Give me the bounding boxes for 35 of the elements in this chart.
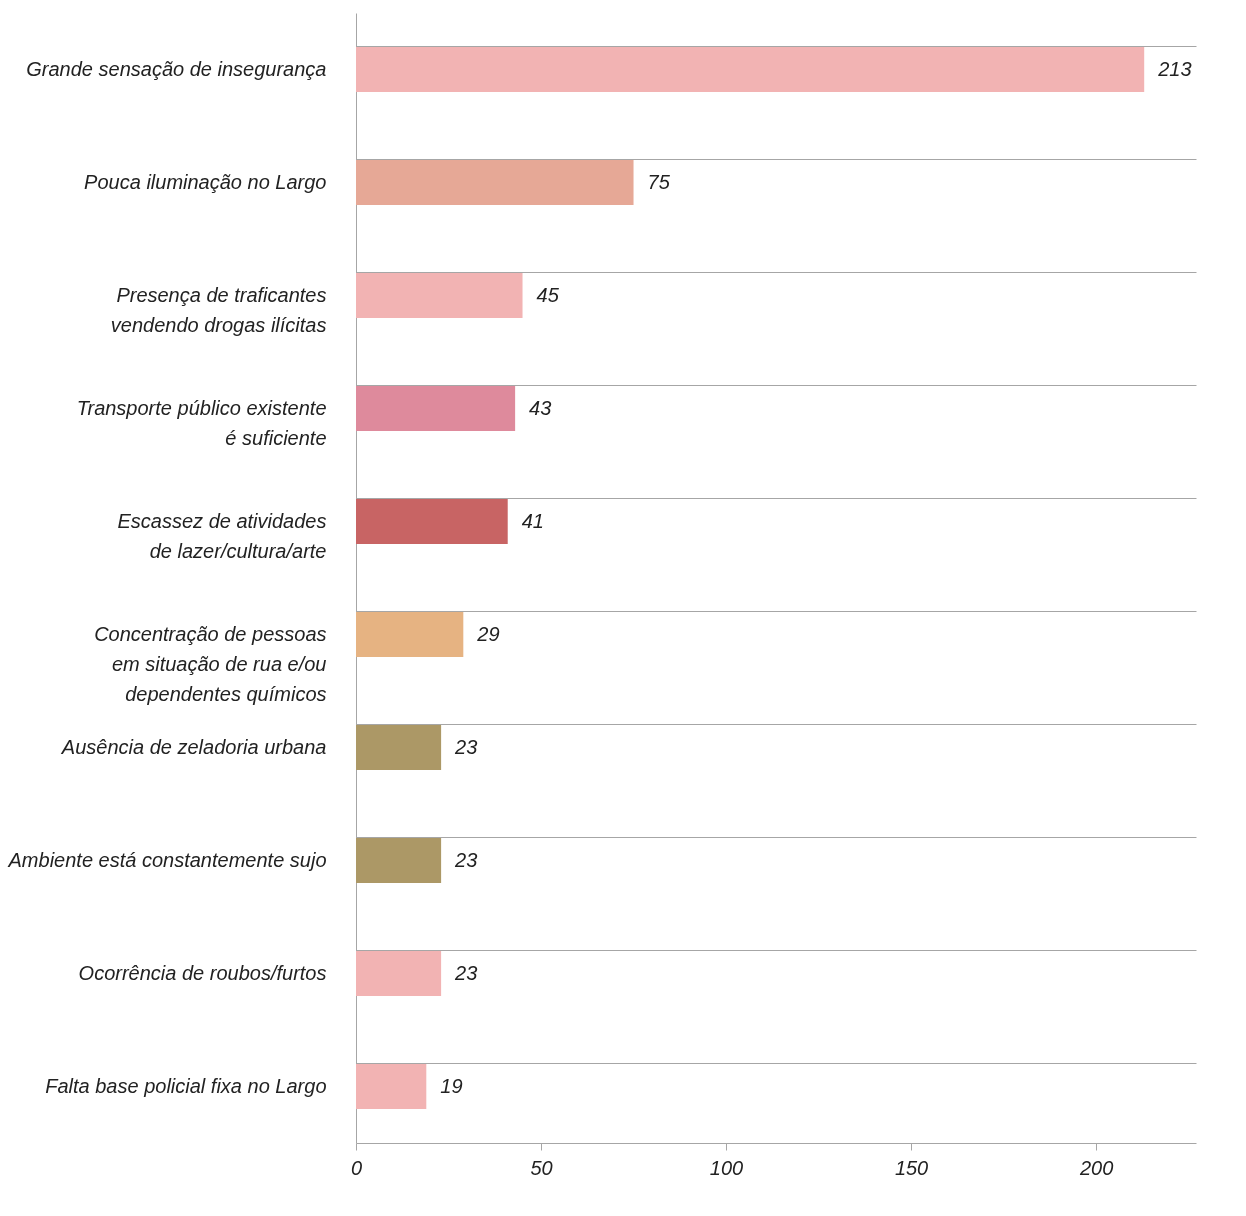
data-label: 29 [476,622,500,645]
x-tick-label: 100 [709,1156,744,1179]
bar [356,46,1145,93]
data-label: 75 [647,170,671,193]
data-label: 19 [440,1074,463,1097]
y-tick-label: Ambiente está constantemente sujo [7,848,327,871]
bar [356,724,442,771]
y-tick-label: Falta base policial fixa no Largo [45,1074,327,1097]
bar [356,611,464,658]
bar [356,1063,427,1110]
data-label: 45 [536,283,560,306]
data-label: 43 [529,396,552,419]
y-tick-label: Grande sensação de insegurança [26,57,327,80]
data-label: 23 [454,961,478,984]
x-tick-label: 50 [530,1156,553,1179]
x-tick-label: 200 [1078,1156,1114,1179]
y-tick-label: Presença de traficantes vendendo drogas ilícitas [110,283,327,336]
y-tick-label: Concentração de pessoas em situação de rua e/ou dependentes químicos [94,622,327,705]
y-tick-label: Ausência de zeladoria urbana [60,735,327,758]
data-label: 23 [454,735,478,758]
bar [356,159,634,206]
x-tick-label: 0 [350,1156,363,1179]
bar [356,837,442,884]
data-label: 23 [454,848,478,871]
bar [356,385,516,432]
data-label: 41 [521,509,544,532]
bar [356,950,442,997]
bar [356,498,508,545]
bar [356,272,523,319]
y-tick-label: Transporte público existente é suficiente [76,396,327,449]
y-tick-label: Escassez de atividades de lazer/cultura/arte [117,509,327,562]
y-tick-label: Pouca iluminação no Largo [84,170,327,193]
y-tick-label: Ocorrência de roubos/furtos [78,961,327,984]
x-tick-label: 150 [894,1156,929,1179]
data-label: 213 [1157,57,1192,80]
